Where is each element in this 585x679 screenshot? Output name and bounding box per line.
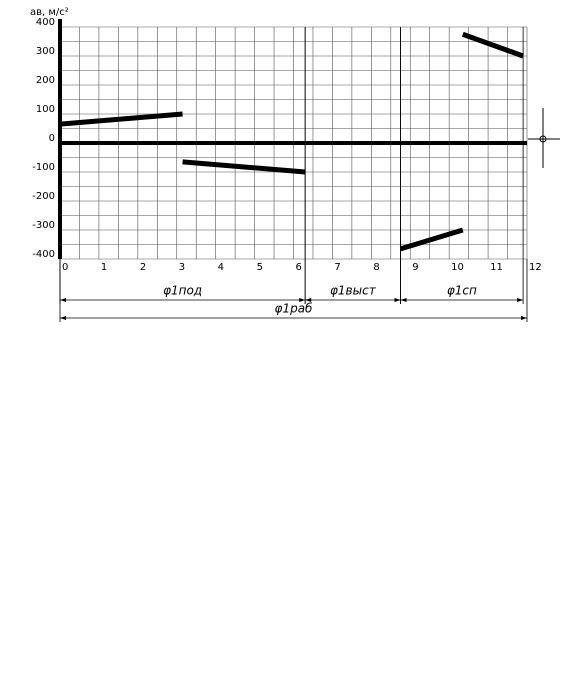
arrow <box>60 298 66 302</box>
line-segment <box>461 31 524 59</box>
phase-label: φ1раб <box>275 302 314 316</box>
y-tick-label: 100 <box>36 104 55 115</box>
arrow <box>517 298 524 302</box>
arrow <box>305 298 312 302</box>
y-tick-label: 300 <box>36 46 55 57</box>
x-tick-label: 0 <box>62 262 68 273</box>
x-tick-label: 3 <box>179 262 185 273</box>
y-tick-label: 400 <box>36 17 55 28</box>
x-tick-label: 11 <box>490 262 503 273</box>
phase-label: φ1под <box>163 284 202 298</box>
chart-title: aв, м/с² <box>30 7 69 18</box>
x-tick-label: 8 <box>373 262 379 273</box>
x-tick-label: 12 <box>529 262 542 273</box>
x-tick-label: 7 <box>334 262 340 273</box>
y-tick-label: -100 <box>32 162 55 173</box>
x-tick-label: 4 <box>218 262 224 273</box>
y-tick-label: -300 <box>32 220 55 231</box>
x-tick-label: 6 <box>296 262 302 273</box>
arrow <box>521 316 527 320</box>
y-tick-label: -400 <box>32 249 55 260</box>
phase-label: φ1сп <box>447 284 477 298</box>
line-segment <box>399 227 464 252</box>
x-tick-label: 2 <box>140 262 146 273</box>
line-segment <box>182 159 306 175</box>
y-tick-label: 200 <box>36 75 55 86</box>
y-tick-label: -200 <box>32 191 55 202</box>
arrow <box>400 298 407 302</box>
x-tick-label: 10 <box>451 262 464 273</box>
x-tick-label: 5 <box>257 262 263 273</box>
phase-label: φ1выст <box>330 284 377 298</box>
y-tick-label: 0 <box>49 133 55 144</box>
crosshair <box>528 108 560 168</box>
arrow <box>60 316 66 320</box>
x-tick-label: 9 <box>412 262 418 273</box>
x-tick-label: 1 <box>101 262 107 273</box>
arrow <box>299 298 306 302</box>
arrow <box>394 298 401 302</box>
line-segment <box>59 111 183 127</box>
